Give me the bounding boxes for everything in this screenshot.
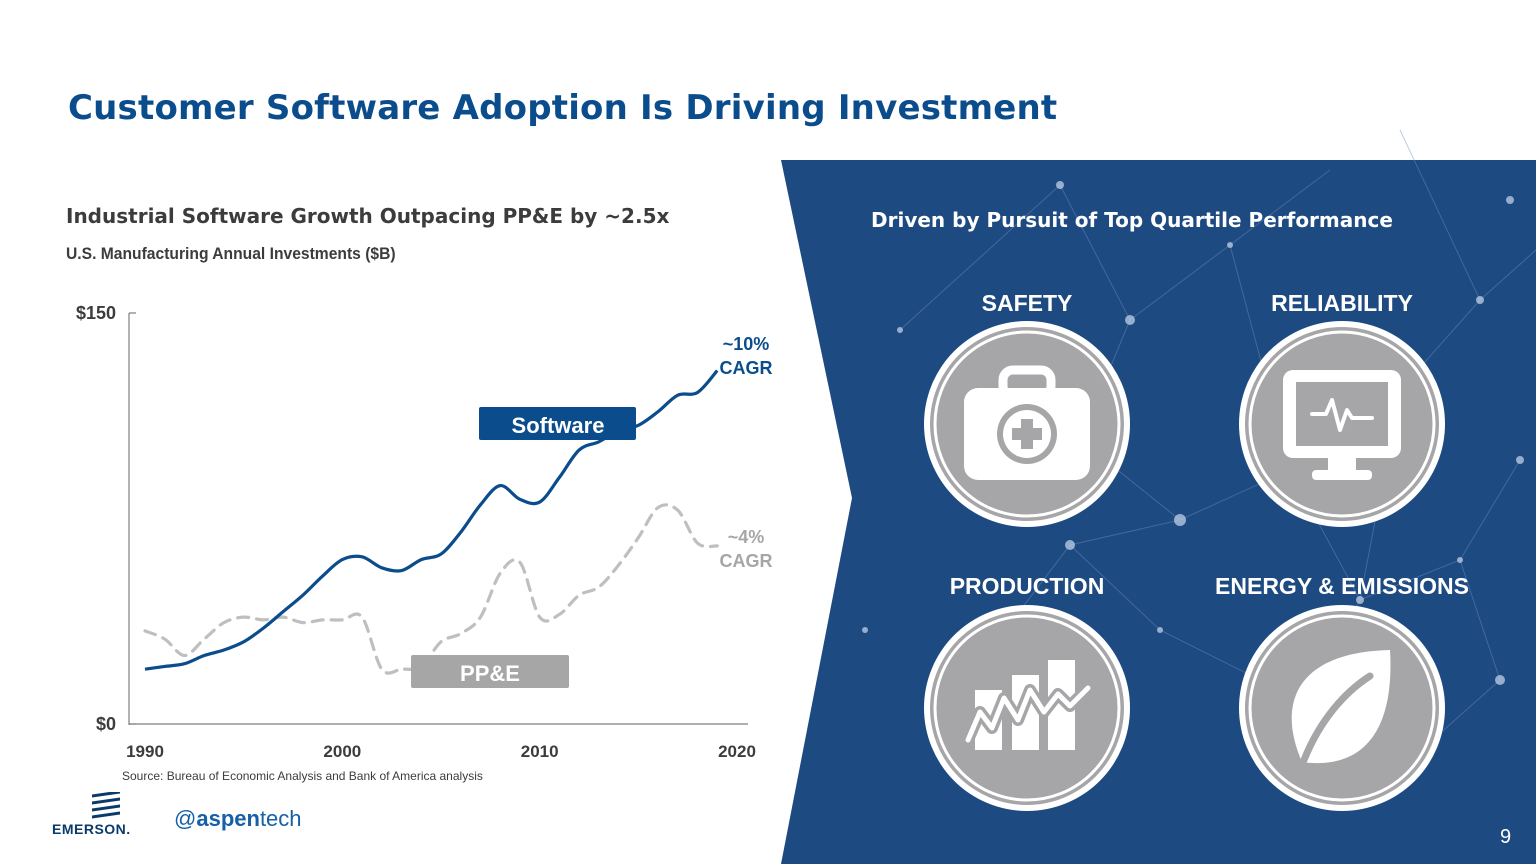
ppe-cagr-label: ~4% CAGR [720,527,773,571]
leaf-icon [1291,650,1391,764]
aspentech-logo: @aspentech [174,806,302,831]
panel-heading: Driven by Pursuit of Top Quartile Perfor… [871,208,1393,232]
x-tick-label: 2020 [718,742,756,761]
category-label-production: PRODUCTION [949,573,1105,599]
source-note: Source: Bureau of Economic Analysis and … [122,769,483,783]
category-label-safety: SAFETY [981,290,1073,316]
chart-subheading: U.S. Manufacturing Annual Investments ($… [66,244,396,263]
category-label-energy-emissions: ENERGY & EMISSIONS [1215,573,1469,599]
x-tick-label: 2000 [323,742,361,761]
ppe-label: PP&E [460,661,520,686]
emerson-symbol-icon [92,792,120,819]
monitor-heartbeat-icon [1283,370,1401,480]
x-tick-label: 2010 [521,742,559,761]
ppe-label-box [411,655,569,688]
safety-circle [924,321,1130,527]
software-label-box [479,407,636,440]
software-label: Software [512,413,605,438]
production-circle [924,605,1130,811]
chart-heading: Industrial Software Growth Outpacing PP&… [66,204,670,228]
y-tick-label: $0 [96,714,116,734]
software-cagr-label: ~10% CAGR [720,334,773,378]
first-aid-kit-icon [964,365,1090,480]
y-tick-label: $150 [76,303,116,323]
emerson-wordmark: EMERSON. [52,821,131,837]
page-title: Customer Software Adoption Is Driving In… [68,88,1058,128]
production-chart-icon [962,660,1094,750]
reliability-circle [1239,321,1445,527]
x-tick-label: 1990 [126,742,164,761]
investment-line-chart: $150 $0 1990 2000 2010 2020 Software PP&E ~10% CA… [76,303,773,761]
category-label-reliability: RELIABILITY [1271,290,1413,316]
page-number: 9 [1500,826,1512,848]
series-line-ppe [143,503,719,675]
emerson-logo: EMERSON. [52,792,152,838]
energy-circle [1239,605,1445,811]
